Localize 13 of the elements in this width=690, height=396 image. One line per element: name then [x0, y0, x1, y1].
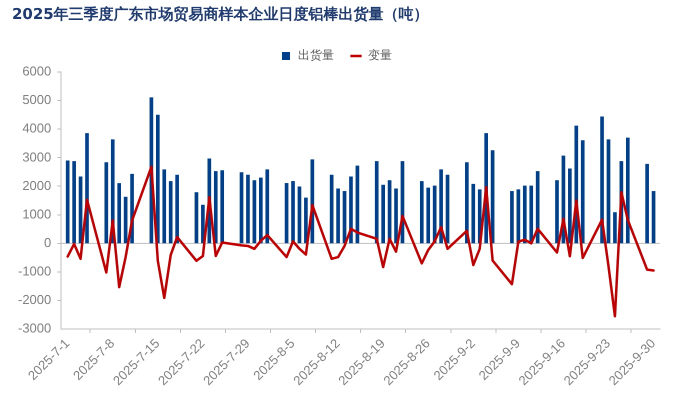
y-tick-label: 3000	[22, 149, 52, 164]
y-tick-label: 2000	[22, 178, 52, 193]
y-tick-label: 1000	[22, 206, 52, 222]
y-tick-label: 5000	[22, 92, 52, 108]
y-tick-label: 4000	[22, 120, 52, 136]
legend-label: 出货量	[298, 48, 334, 62]
y-tick-label: -1000	[18, 264, 52, 279]
y-tick-label: -2000	[18, 292, 52, 308]
y-tick-label: 0	[44, 234, 52, 250]
y-tick-label: 6000	[22, 64, 52, 79]
legend-label: 变量	[368, 48, 392, 62]
y-tick-label: -3000	[18, 320, 52, 336]
chart-title: 2025年三季度广东市场贸易商样本企业日度铝棒出货量（吨）	[12, 4, 429, 23]
